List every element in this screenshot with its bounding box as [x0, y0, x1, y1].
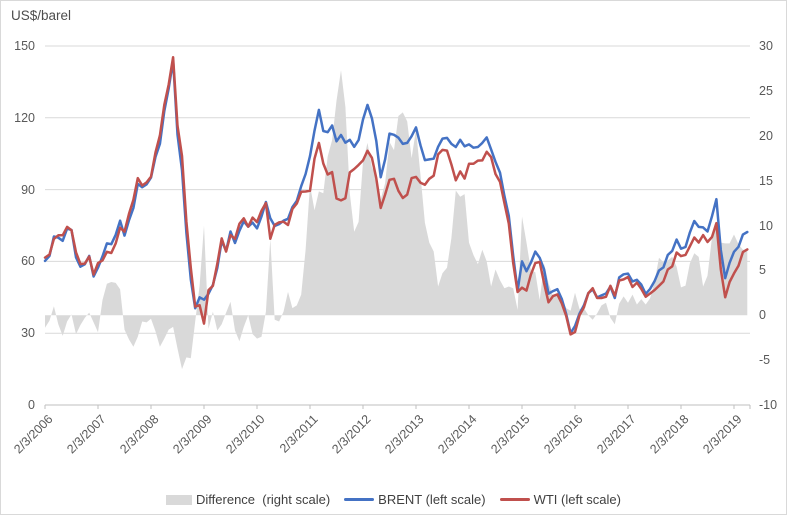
right-axis-tick-label: -5	[759, 353, 771, 368]
difference-area	[45, 70, 748, 370]
left-axis-tick-label: 120	[14, 110, 35, 125]
difference-legend-label: Difference (right scale)	[196, 492, 331, 507]
right-axis-tick-label: 20	[759, 128, 773, 143]
right-axis-tick-label: 25	[759, 83, 773, 98]
wti-line-swatch	[499, 498, 530, 501]
legend-item-wti: WTI (left scale)	[499, 492, 621, 507]
right-axis-tick-label: 5	[759, 263, 766, 278]
legend-item-difference: Difference (right scale)	[166, 492, 330, 507]
legend: Difference (right scale) BRENT (left sca…	[1, 492, 786, 507]
right-axis-tick-label: 0	[759, 308, 766, 323]
brent-legend-label: BRENT (left scale)	[378, 492, 486, 507]
left-axis-tick-label: 150	[14, 39, 35, 53]
difference-area-swatch	[166, 494, 193, 505]
brent-line-swatch	[344, 498, 375, 501]
right-axis-tick-label: 15	[759, 173, 773, 188]
right-axis-tick-label: 30	[759, 39, 773, 53]
legend-item-brent: BRENT (left scale)	[344, 492, 486, 507]
left-axis-tick-label: 0	[28, 398, 35, 412]
right-axis-tick-label: -10	[759, 398, 778, 412]
wti-line	[43, 55, 749, 336]
left-axis-title: US$/barel	[11, 8, 72, 23]
left-axis-tick-label: 90	[21, 182, 35, 197]
right-axis-tick-label: 10	[759, 218, 773, 233]
wti-legend-label: WTI (left scale)	[533, 492, 621, 507]
left-axis-tick-label: 60	[21, 254, 35, 269]
left-axis-tick-label: 30	[21, 326, 35, 341]
